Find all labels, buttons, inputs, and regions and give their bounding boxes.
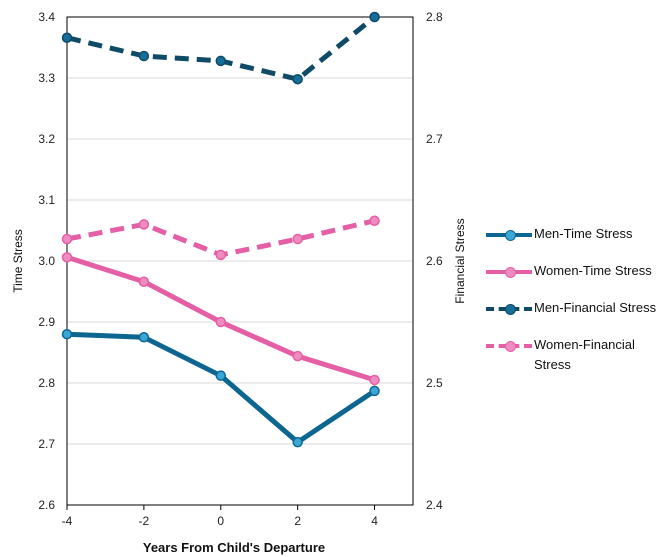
right-axis-ticks: 2.4 2.5 2.6 2.7 2.8 <box>426 10 443 512</box>
data-point-women-financial-stress <box>292 233 303 245</box>
legend-item-men-financial-stress: Men-Financial Stress <box>484 298 669 318</box>
left-tick-label: 2.9 <box>38 315 55 329</box>
x-tick-label: 0 <box>217 514 224 528</box>
left-tick-label: 2.7 <box>38 437 55 451</box>
left-tick-label: 3.2 <box>38 132 55 146</box>
left-axis-title: Time Stress <box>11 229 25 293</box>
data-point-women-time-stress <box>138 276 150 287</box>
x-axis-title: Years From Child's Departure <box>143 540 325 555</box>
right-axis-title: Financial Stress <box>453 218 467 303</box>
right-tick-label: 2.8 <box>426 10 443 24</box>
data-point-men-time-stress <box>215 370 227 381</box>
legend-label: Men-Time Stress <box>534 226 633 241</box>
data-point-men-time-stress <box>292 436 303 448</box>
left-tick-label: 2.8 <box>38 376 55 390</box>
data-point-men-financial-stress <box>215 55 227 67</box>
legend-label: Women-Time Stress <box>534 263 652 278</box>
x-tick-label: -2 <box>139 514 150 528</box>
right-tick-label: 2.4 <box>426 498 443 512</box>
left-tick-label: 3.1 <box>38 193 55 207</box>
x-tick-label: 2 <box>294 514 301 528</box>
right-tick-label: 2.6 <box>426 254 443 268</box>
data-point-men-time-stress <box>138 332 150 343</box>
data-point-women-time-stress <box>61 252 73 263</box>
legend-swatch-women-time <box>484 261 534 281</box>
data-point-men-financial-stress <box>138 50 150 62</box>
x-tick-label: -4 <box>62 514 73 528</box>
x-tick-label: 4 <box>371 514 378 528</box>
legend-item-women-time-stress: Women-Time Stress <box>484 261 669 281</box>
data-point-men-financial-stress <box>369 11 380 23</box>
left-tick-label: 3.0 <box>38 254 55 268</box>
series-line-men-time-stress <box>66 331 376 445</box>
data-point-men-financial-stress <box>61 32 73 43</box>
data-point-women-time-stress <box>215 316 227 328</box>
right-tick-label: 2.5 <box>426 376 443 390</box>
data-point-men-financial-stress <box>292 73 303 85</box>
left-axis-ticks: 2.6 2.7 2.8 2.9 3.0 3.1 3.2 3.3 3.4 <box>38 10 55 512</box>
data-point-men-time-stress <box>369 385 380 397</box>
gridlines <box>67 16 413 506</box>
series-layer <box>61 11 380 448</box>
legend-item-women-financial-stress: Women-Financial Stress <box>484 335 669 375</box>
left-tick-label: 3.3 <box>38 71 55 85</box>
left-tick-label: 2.6 <box>38 498 55 512</box>
legend-swatch-men-financial <box>484 298 534 318</box>
data-point-women-financial-stress <box>215 249 227 261</box>
legend-swatch-women-financial <box>484 335 534 355</box>
legend: Men-Time Stress Women-Time Stress Men-Fi… <box>484 224 669 392</box>
left-tick-label: 3.4 <box>38 10 55 24</box>
data-point-women-financial-stress <box>369 215 380 226</box>
data-point-men-time-stress <box>61 328 73 340</box>
legend-swatch-men-time <box>484 224 534 244</box>
data-point-women-time-stress <box>292 350 303 362</box>
series-line-men-financial-stress <box>66 15 377 82</box>
right-tick-label: 2.7 <box>426 132 443 146</box>
x-axis-ticks: -4 -2 0 2 4 <box>62 505 378 528</box>
data-point-women-financial-stress <box>138 219 150 230</box>
legend-label: Men-Financial Stress <box>534 300 657 315</box>
data-point-women-financial-stress <box>61 233 73 245</box>
data-point-women-time-stress <box>369 374 380 386</box>
legend-item-men-time-stress: Men-Time Stress <box>484 224 669 244</box>
legend-label: Women-Financial Stress <box>534 337 635 372</box>
